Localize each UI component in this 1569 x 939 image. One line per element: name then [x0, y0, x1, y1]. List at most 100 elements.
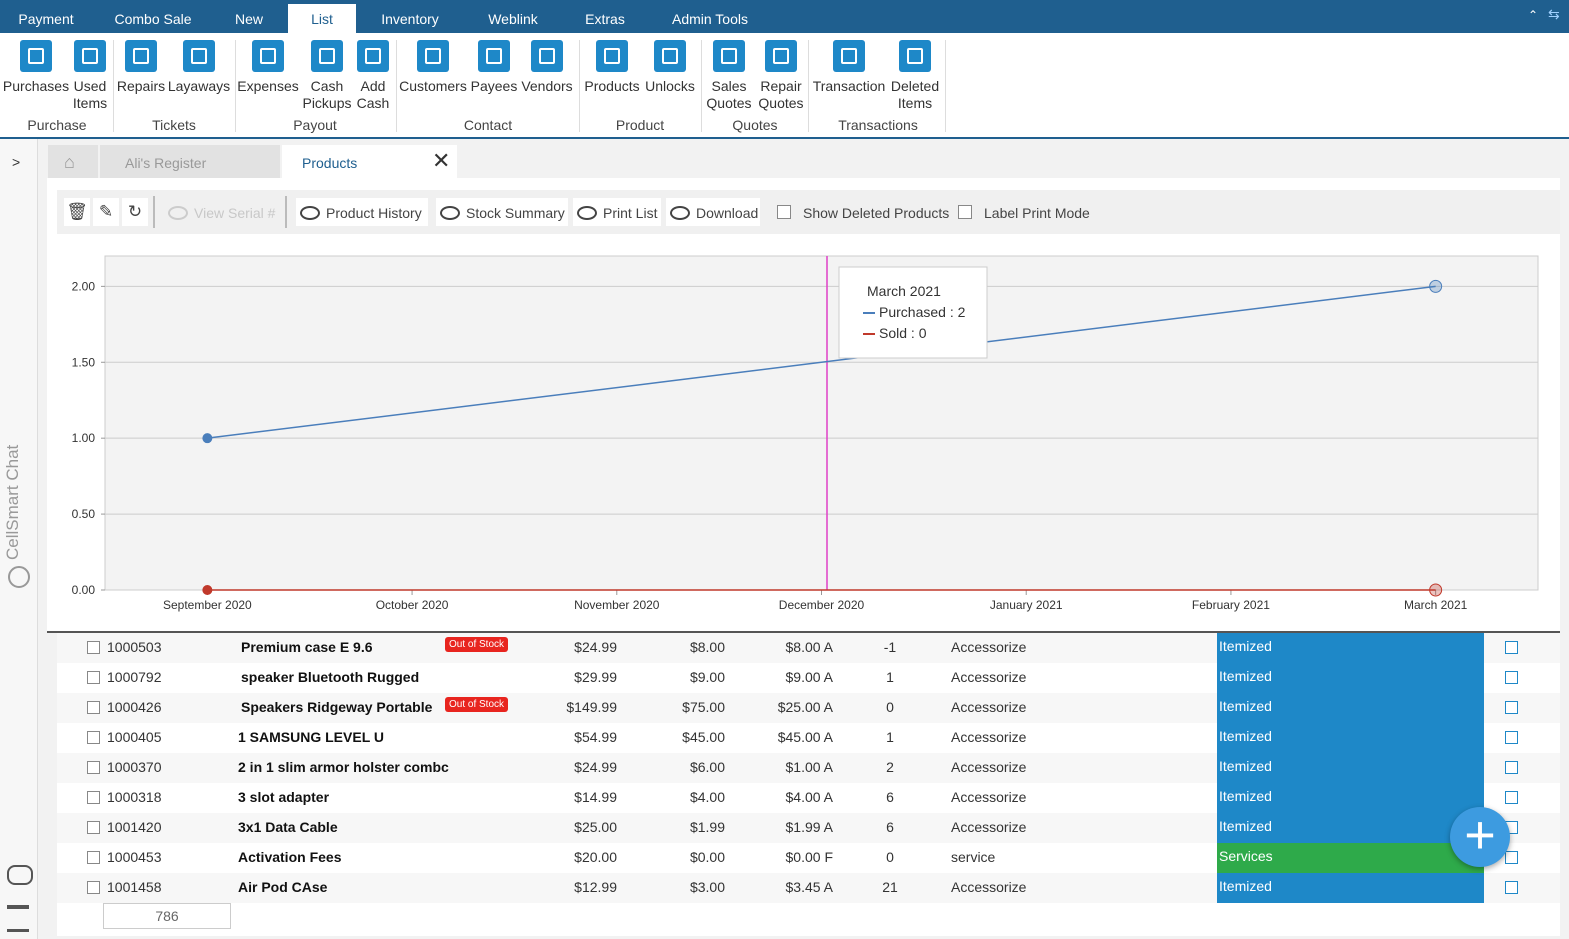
- tool-button-label[interactable]: Print List: [603, 205, 658, 221]
- ribbon-label[interactable]: Items: [72, 95, 108, 111]
- menu-tab[interactable]: Combo Sale: [114, 11, 192, 27]
- ribbon-label[interactable]: Deleted: [890, 78, 940, 94]
- menu-tab[interactable]: Weblink: [488, 11, 538, 27]
- ribbon-label[interactable]: Quotes: [706, 95, 752, 111]
- ribbon-label[interactable]: Layaways: [167, 78, 231, 94]
- ribbon-icon[interactable]: [531, 40, 563, 72]
- checkbox-label[interactable]: Show Deleted Products: [803, 205, 950, 221]
- ribbon-icon[interactable]: [252, 40, 284, 72]
- ribbon-icon[interactable]: [417, 40, 449, 72]
- ribbon-icon[interactable]: [311, 40, 343, 72]
- ribbon-icon[interactable]: [183, 40, 215, 72]
- tool-button-label[interactable]: Download: [696, 205, 759, 221]
- ribbon-icon[interactable]: [478, 40, 510, 72]
- bank-icon[interactable]: [7, 905, 29, 932]
- checkbox[interactable]: [777, 205, 791, 219]
- row-checkbox[interactable]: [87, 851, 100, 864]
- product-name[interactable]: Activation Fees: [238, 849, 342, 865]
- row-select[interactable]: [1505, 701, 1518, 714]
- row-checkbox[interactable]: [87, 641, 100, 654]
- row-checkbox[interactable]: [87, 881, 100, 894]
- ribbon-icon[interactable]: [654, 40, 686, 72]
- ribbon-icon[interactable]: [596, 40, 628, 72]
- home-tab[interactable]: ⌂: [48, 145, 98, 178]
- menu-tab[interactable]: Inventory: [381, 11, 439, 27]
- ribbon-icon[interactable]: [74, 40, 106, 72]
- row-checkbox[interactable]: [87, 701, 100, 714]
- row-select[interactable]: [1505, 851, 1518, 864]
- ribbon-label[interactable]: Customers: [399, 78, 467, 94]
- ribbon-label[interactable]: Payees: [470, 78, 518, 94]
- chat-icon[interactable]: [8, 566, 30, 588]
- tool-icon[interactable]: 🗑: [64, 198, 90, 226]
- tab-label[interactable]: Ali's Register: [125, 155, 207, 171]
- ribbon-icon[interactable]: [899, 40, 931, 72]
- ribbon-label[interactable]: Transaction: [812, 78, 886, 94]
- tab-label[interactable]: Products: [302, 155, 358, 171]
- menu-tab[interactable]: Payment: [18, 11, 74, 27]
- row-select[interactable]: [1505, 731, 1518, 744]
- ribbon-label[interactable]: Items: [897, 95, 933, 111]
- ribbon-label[interactable]: Quotes: [758, 95, 804, 111]
- register-tab[interactable]: [100, 145, 280, 178]
- count-box[interactable]: 786: [103, 903, 231, 929]
- ribbon-label[interactable]: Pickups: [302, 95, 352, 111]
- product-name[interactable]: 1 SAMSUNG LEVEL U: [238, 729, 384, 745]
- product-name[interactable]: Air Pod CAse: [238, 879, 328, 895]
- tool-button-label[interactable]: View Serial #: [194, 205, 276, 221]
- tool-icon[interactable]: ✎: [93, 198, 119, 226]
- ribbon-icon[interactable]: [20, 40, 52, 72]
- menu-tab[interactable]: New: [234, 11, 263, 27]
- ribbon-label[interactable]: Unlocks: [645, 78, 695, 94]
- product-name[interactable]: 3 slot adapter: [238, 789, 330, 805]
- row-select[interactable]: [1505, 671, 1518, 684]
- product-name[interactable]: 2 in 1 slim armor holster combc: [238, 759, 449, 775]
- row-checkbox[interactable]: [87, 791, 100, 804]
- product-name[interactable]: Speakers Ridgeway Portable: [241, 699, 433, 715]
- row-checkbox[interactable]: [87, 731, 100, 744]
- collapse[interactable]: ⌃: [1528, 8, 1539, 22]
- product-name[interactable]: speaker Bluetooth Rugged: [241, 669, 420, 685]
- row-select[interactable]: [1505, 791, 1518, 804]
- ribbon-label[interactable]: Add: [360, 78, 386, 94]
- row-checkbox[interactable]: [87, 821, 100, 834]
- ribbon-label[interactable]: Expenses: [237, 78, 299, 94]
- ribbon-icon[interactable]: [765, 40, 797, 72]
- checkbox-label[interactable]: Label Print Mode: [984, 205, 1090, 221]
- ribbon-label[interactable]: Cash: [356, 95, 390, 111]
- tool-button-label[interactable]: Product History: [326, 205, 422, 221]
- ribbon-label[interactable]: Vendors: [521, 78, 573, 94]
- tool-icon[interactable]: ↻: [122, 198, 148, 226]
- ribbon-label[interactable]: Used: [73, 78, 107, 94]
- row-checkbox[interactable]: [87, 761, 100, 774]
- product-name[interactable]: Premium case E 9.6: [241, 639, 373, 655]
- ribbon-icon[interactable]: [833, 40, 865, 72]
- ribbon-label[interactable]: Repairs: [116, 78, 166, 94]
- menu-tab[interactable]: Admin Tools: [671, 11, 748, 27]
- ribbon-label[interactable]: Repair: [760, 78, 802, 94]
- menu-tab[interactable]: Extras: [585, 11, 625, 27]
- close-tab[interactable]: ✕: [432, 148, 451, 173]
- ribbon-label[interactable]: Cash: [310, 78, 344, 94]
- menu-tab[interactable]: List: [311, 11, 333, 27]
- ribbon-label[interactable]: Products: [584, 78, 640, 94]
- product-name[interactable]: 3x1 Data Cable: [238, 819, 338, 835]
- products-tab[interactable]: [282, 145, 457, 178]
- expand[interactable]: >: [12, 154, 21, 170]
- ribbon-icon[interactable]: [125, 40, 157, 72]
- sync[interactable]: ⇆: [1548, 6, 1560, 22]
- row-checkbox[interactable]: [87, 671, 100, 684]
- chat-text[interactable]: CellSmart Chat: [3, 444, 22, 560]
- ribbon-icon[interactable]: [357, 40, 389, 72]
- add-button[interactable]: +: [1450, 807, 1510, 867]
- ribbon-label[interactable]: Sales: [711, 78, 747, 94]
- checkbox[interactable]: [958, 205, 972, 219]
- ribbon-icon[interactable]: [713, 40, 745, 72]
- tool-button-label[interactable]: Stock Summary: [466, 205, 565, 221]
- ribbon-label[interactable]: Purchases: [2, 78, 70, 94]
- messages-icon[interactable]: [7, 865, 33, 885]
- row-select[interactable]: [1505, 881, 1518, 894]
- row-select[interactable]: [1505, 761, 1518, 774]
- menu-tab-active[interactable]: [288, 4, 356, 34]
- row-select[interactable]: [1505, 641, 1518, 654]
